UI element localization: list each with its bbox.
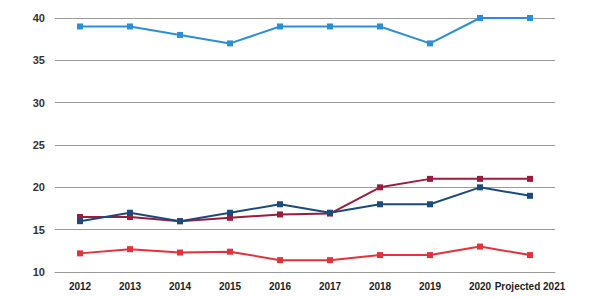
svg-text:2016: 2016	[269, 281, 292, 292]
svg-text:2019: 2019	[419, 281, 442, 292]
svg-text:20: 20	[33, 181, 45, 193]
svg-text:40: 40	[33, 12, 45, 24]
svg-text:30: 30	[33, 97, 45, 109]
svg-text:35: 35	[33, 54, 45, 66]
svg-text:2013: 2013	[119, 281, 142, 292]
svg-text:15: 15	[33, 224, 45, 236]
svg-text:2017: 2017	[319, 281, 342, 292]
svg-text:Projected 2021: Projected 2021	[495, 281, 566, 292]
svg-text:2012: 2012	[69, 281, 92, 292]
svg-text:2014: 2014	[169, 281, 192, 292]
svg-text:25: 25	[33, 139, 45, 151]
svg-text:10: 10	[33, 266, 45, 278]
svg-text:2018: 2018	[369, 281, 392, 292]
svg-text:2015: 2015	[219, 281, 242, 292]
svg-text:2020: 2020	[469, 281, 492, 292]
